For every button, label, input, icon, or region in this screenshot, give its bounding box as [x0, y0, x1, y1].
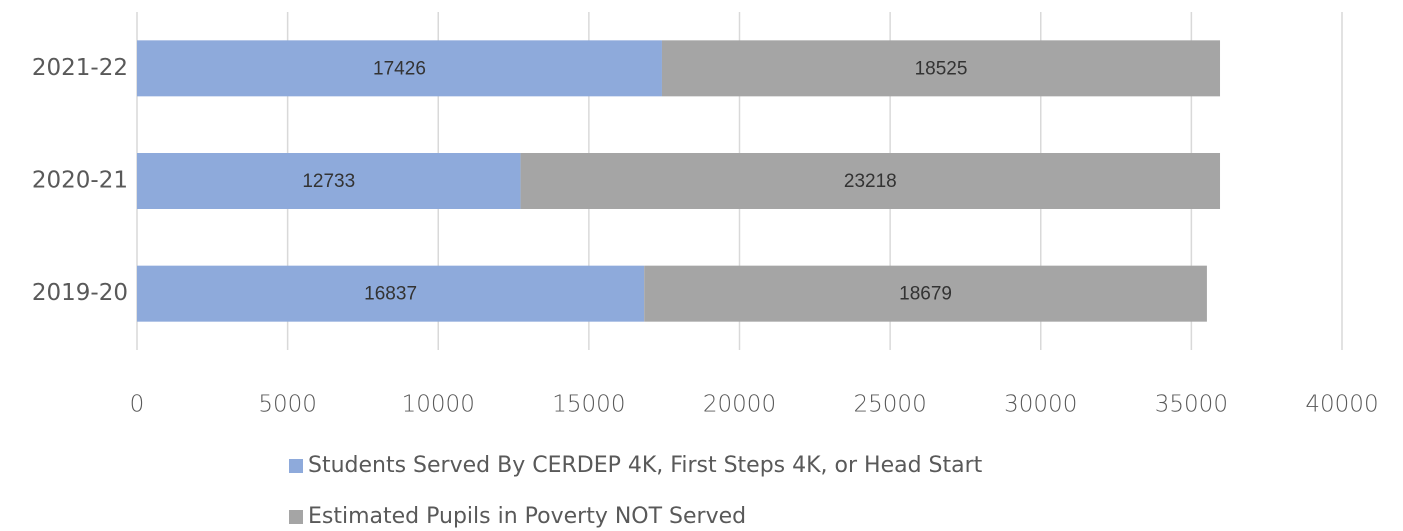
bar-segment	[520, 153, 1221, 209]
x-tick-label: 25000	[854, 392, 927, 418]
bar-segment	[661, 40, 1221, 97]
x-tick-label: 15000	[552, 392, 625, 418]
bar-segment	[137, 40, 662, 97]
legend-label: Students Served By CERDEP 4K, First Step…	[308, 453, 983, 478]
x-tick-label: 20000	[703, 392, 776, 418]
x-tick-label: 0	[130, 392, 145, 418]
x-tick-label: 30000	[1004, 392, 1077, 418]
data-label: 18679	[899, 284, 952, 305]
bar-segment	[137, 153, 521, 209]
y-tick-label: 2020-21	[32, 168, 128, 194]
data-label: 16837	[364, 284, 417, 305]
data-label: 12733	[302, 171, 355, 192]
x-tick-label: 35000	[1155, 392, 1228, 418]
bar-segment	[137, 265, 645, 322]
x-tick-label: 5000	[258, 392, 317, 418]
data-label: 17426	[373, 58, 426, 79]
y-tick-label: 2019-20	[32, 280, 128, 306]
bar-segment	[644, 265, 1207, 322]
data-label: 23218	[844, 171, 897, 192]
x-tick-label: 10000	[402, 392, 475, 418]
legend-label: Estimated Pupils in Poverty NOT Served	[308, 504, 746, 529]
data-label: 18525	[915, 58, 968, 79]
y-tick-label: 2021-22	[32, 55, 128, 81]
legend-swatch	[289, 510, 303, 524]
x-tick-label: 40000	[1305, 392, 1378, 418]
legend-swatch	[289, 459, 303, 473]
